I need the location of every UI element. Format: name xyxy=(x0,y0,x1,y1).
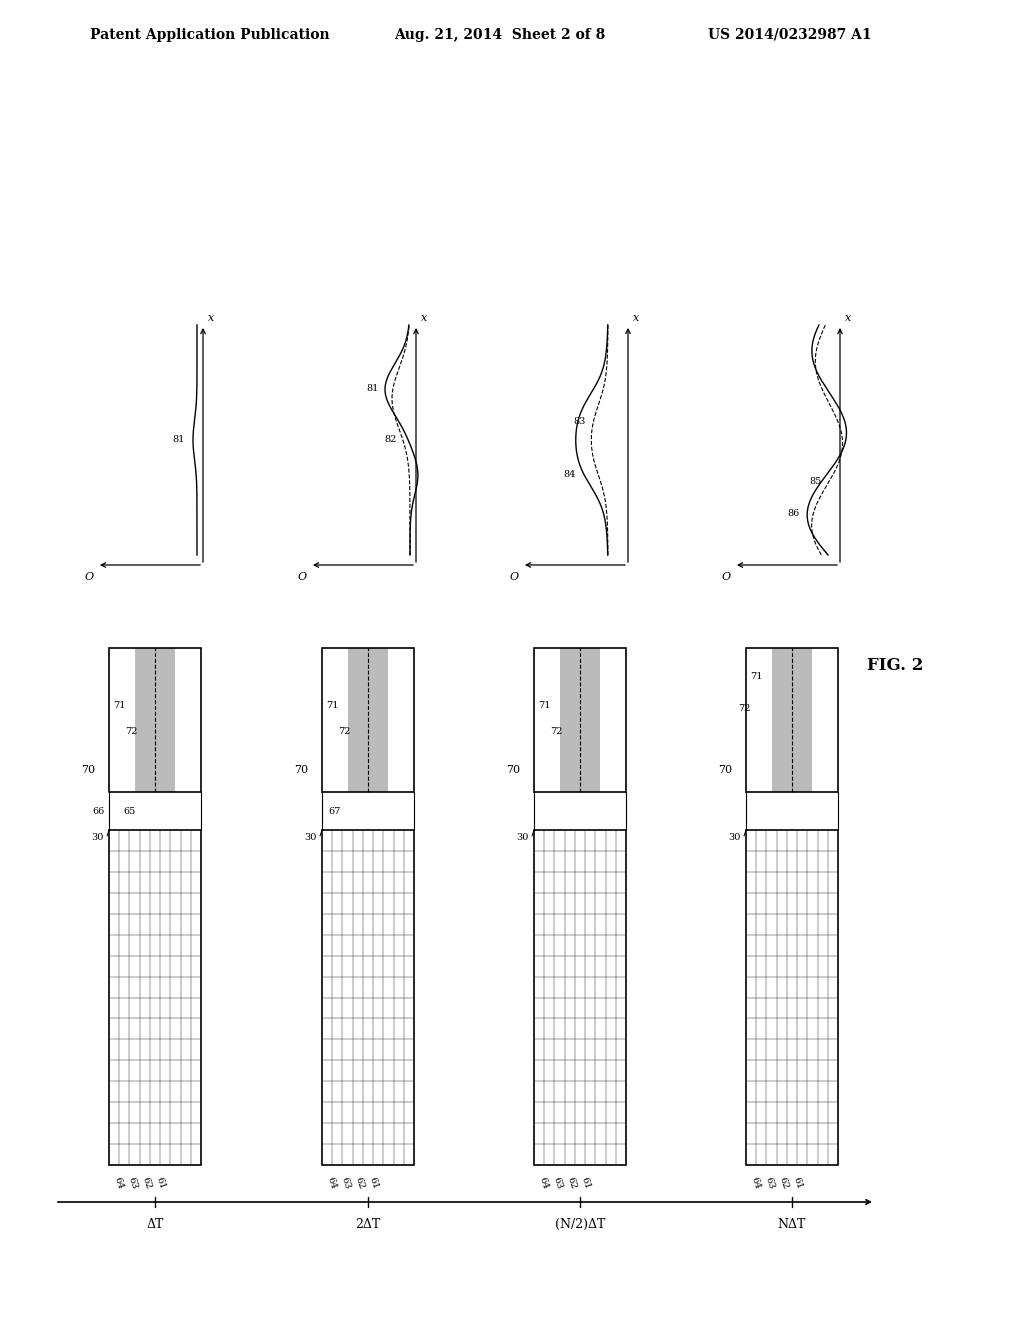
Bar xyxy=(109,648,201,792)
Text: 71: 71 xyxy=(113,701,125,710)
Bar xyxy=(322,648,414,792)
Text: 72: 72 xyxy=(550,727,562,737)
Text: O: O xyxy=(297,572,306,582)
Text: 83: 83 xyxy=(573,417,586,426)
Text: 70: 70 xyxy=(81,766,95,775)
Text: 2ΔT: 2ΔT xyxy=(355,1217,381,1230)
Text: 30: 30 xyxy=(304,833,317,842)
Text: x: x xyxy=(421,313,427,323)
Text: x: x xyxy=(845,313,851,323)
Text: 70: 70 xyxy=(718,766,732,775)
Text: 70: 70 xyxy=(294,766,308,775)
Bar xyxy=(322,830,414,1166)
Text: O: O xyxy=(84,572,93,582)
Bar xyxy=(772,648,812,792)
Text: 64: 64 xyxy=(750,1176,762,1191)
Text: 70: 70 xyxy=(506,766,520,775)
Bar xyxy=(135,648,175,792)
Bar xyxy=(560,648,600,792)
Text: 66: 66 xyxy=(93,808,105,817)
Text: ΔT: ΔT xyxy=(146,1217,164,1230)
Text: 63: 63 xyxy=(340,1176,352,1191)
Text: 62: 62 xyxy=(141,1176,154,1191)
Text: 82: 82 xyxy=(385,436,397,445)
Text: 86: 86 xyxy=(787,510,800,517)
Text: 72: 72 xyxy=(125,727,137,737)
Text: NΔT: NΔT xyxy=(778,1217,806,1230)
Text: 81: 81 xyxy=(367,384,379,393)
Text: Patent Application Publication: Patent Application Publication xyxy=(90,28,330,42)
Text: Aug. 21, 2014  Sheet 2 of 8: Aug. 21, 2014 Sheet 2 of 8 xyxy=(394,28,605,42)
Text: 61: 61 xyxy=(580,1176,592,1191)
Text: 64: 64 xyxy=(113,1176,125,1191)
Text: 30: 30 xyxy=(91,833,104,842)
Bar xyxy=(534,648,626,792)
Text: 30: 30 xyxy=(517,833,529,842)
Bar xyxy=(746,648,838,792)
Text: O: O xyxy=(509,572,518,582)
Text: 61: 61 xyxy=(368,1176,380,1191)
Text: 61: 61 xyxy=(792,1176,804,1191)
Text: 62: 62 xyxy=(566,1176,579,1191)
Text: 63: 63 xyxy=(764,1176,776,1191)
Text: 71: 71 xyxy=(750,672,762,681)
Bar xyxy=(109,830,201,1166)
Text: 67: 67 xyxy=(328,808,340,817)
Text: 62: 62 xyxy=(778,1176,791,1191)
Text: (N/2)ΔT: (N/2)ΔT xyxy=(555,1217,605,1230)
Text: 71: 71 xyxy=(538,701,550,710)
Text: 65: 65 xyxy=(123,808,135,817)
Text: 61: 61 xyxy=(155,1176,167,1191)
Text: 63: 63 xyxy=(552,1176,564,1191)
Text: O: O xyxy=(722,572,730,582)
Text: 62: 62 xyxy=(354,1176,367,1191)
Bar xyxy=(348,648,388,792)
Text: 71: 71 xyxy=(326,701,338,710)
Text: FIG. 2: FIG. 2 xyxy=(866,656,924,673)
Text: 84: 84 xyxy=(563,470,577,479)
Bar xyxy=(534,830,626,1166)
Text: 64: 64 xyxy=(326,1176,338,1191)
Text: 81: 81 xyxy=(173,436,185,445)
Text: x: x xyxy=(633,313,639,323)
Text: 30: 30 xyxy=(729,833,741,842)
Text: 72: 72 xyxy=(338,727,350,737)
Text: x: x xyxy=(208,313,214,323)
Bar xyxy=(746,830,838,1166)
Text: 64: 64 xyxy=(538,1176,550,1191)
Text: US 2014/0232987 A1: US 2014/0232987 A1 xyxy=(709,28,871,42)
Text: 63: 63 xyxy=(127,1176,139,1191)
Text: 85: 85 xyxy=(809,477,821,486)
Text: 72: 72 xyxy=(737,704,751,713)
